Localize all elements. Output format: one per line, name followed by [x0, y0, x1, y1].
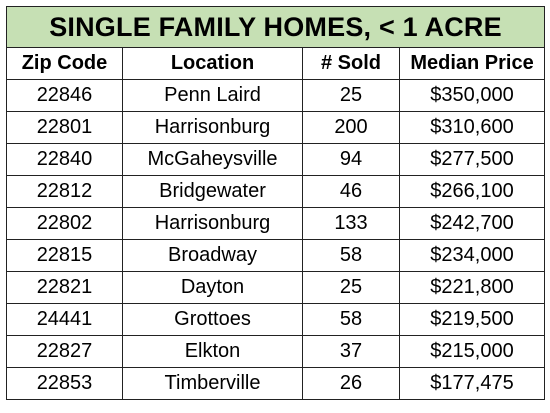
sold-cell: 58: [302, 303, 400, 336]
zip-cell: 22827: [6, 335, 123, 368]
price-cell: $234,000: [398, 239, 546, 272]
sold-cell: 133: [302, 207, 400, 240]
sold-cell: 94: [302, 143, 400, 176]
table-row: 22802 Harrisonburg 133 $242,700: [6, 207, 546, 240]
header-number-sold: # Sold: [302, 47, 400, 80]
price-cell: $277,500: [398, 143, 546, 176]
zip-cell: 22801: [6, 111, 123, 144]
home-sales-table: SINGLE FAMILY HOMES, < 1 ACRE Zip Code L…: [5, 6, 546, 400]
zip-cell: 22821: [6, 271, 123, 304]
table-row: 22821 Dayton 25 $221,800: [6, 271, 546, 304]
zip-cell: 22840: [6, 143, 123, 176]
price-cell: $219,500: [398, 303, 546, 336]
zip-cell: 22812: [6, 175, 123, 208]
zip-cell: 22815: [6, 239, 123, 272]
price-cell: $310,600: [398, 111, 546, 144]
location-cell: Elkton: [122, 335, 303, 368]
location-cell: Dayton: [122, 271, 303, 304]
header-row: Zip Code Location # Sold Median Price: [6, 47, 546, 80]
location-cell: Grottoes: [122, 303, 303, 336]
table-row: 24441 Grottoes 58 $219,500: [6, 303, 546, 336]
location-cell: Harrisonburg: [122, 207, 303, 240]
header-zip-code: Zip Code: [6, 47, 123, 80]
price-cell: $221,800: [398, 271, 546, 304]
zip-cell: 24441: [6, 303, 123, 336]
location-cell: Penn Laird: [122, 79, 303, 112]
table-row: 22827 Elkton 37 $215,000: [6, 335, 546, 368]
sold-cell: 37: [302, 335, 400, 368]
price-cell: $177,475: [398, 367, 546, 400]
location-cell: Harrisonburg: [122, 111, 303, 144]
sold-cell: 58: [302, 239, 400, 272]
price-cell: $350,000: [398, 79, 546, 112]
zip-cell: 22853: [6, 367, 123, 400]
table-title: SINGLE FAMILY HOMES, < 1 ACRE: [5, 6, 546, 48]
price-cell: $266,100: [398, 175, 546, 208]
title-row: SINGLE FAMILY HOMES, < 1 ACRE: [5, 6, 546, 48]
zip-cell: 22802: [6, 207, 123, 240]
sold-cell: 26: [302, 367, 400, 400]
zip-cell: 22846: [6, 79, 123, 112]
table-row: 22801 Harrisonburg 200 $310,600: [6, 111, 546, 144]
location-cell: Bridgewater: [122, 175, 303, 208]
location-cell: Timberville: [122, 367, 303, 400]
header-median-price: Median Price: [398, 47, 546, 80]
table-row: 22815 Broadway 58 $234,000: [6, 239, 546, 272]
table-row: 22840 McGaheysville 94 $277,500: [6, 143, 546, 176]
table-row: 22853 Timberville 26 $177,475: [6, 367, 546, 400]
sold-cell: 25: [302, 79, 400, 112]
price-cell: $242,700: [398, 207, 546, 240]
sold-cell: 200: [302, 111, 400, 144]
price-cell: $215,000: [398, 335, 546, 368]
location-cell: Broadway: [122, 239, 303, 272]
sold-cell: 46: [302, 175, 400, 208]
table-row: 22812 Bridgewater 46 $266,100: [6, 175, 546, 208]
sold-cell: 25: [302, 271, 400, 304]
location-cell: McGaheysville: [122, 143, 303, 176]
header-location: Location: [122, 47, 303, 80]
table-row: 22846 Penn Laird 25 $350,000: [6, 79, 546, 112]
